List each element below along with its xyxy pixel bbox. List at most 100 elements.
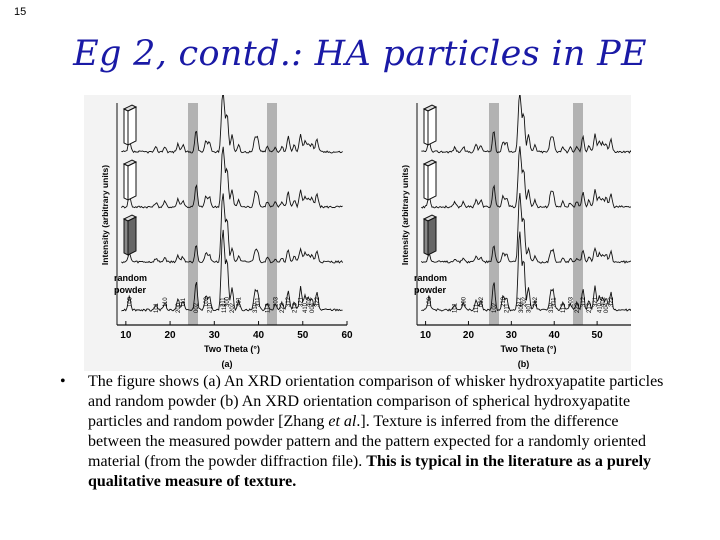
- xrd-trace: [121, 146, 343, 209]
- caption: • The figure shows (a) An XRD orientatio…: [60, 372, 670, 492]
- y-axis-label: Intensity (arbitrary units): [400, 165, 410, 265]
- peak-index-label: 311: [256, 297, 262, 307]
- prism-icon: [423, 218, 429, 256]
- powder-label: powder: [114, 285, 146, 295]
- highlight-band: [489, 103, 499, 325]
- prism-icon: [423, 108, 429, 146]
- x-axis-label: Two Theta (°): [204, 344, 260, 354]
- peak-index-label: 004: [310, 302, 316, 313]
- peak-index-label: 301: [237, 296, 243, 307]
- peak-index-label: 310: [253, 302, 259, 313]
- prism-icon: [127, 161, 137, 201]
- panel-label: (b): [518, 359, 530, 369]
- peak-index-label: 113: [265, 303, 271, 313]
- peak-index-label: 410: [303, 302, 309, 313]
- peak-index-label: 212: [533, 296, 539, 307]
- highlight-band: [188, 103, 198, 325]
- caption-part2: .]. Texture is inferred from the differe…: [88, 413, 646, 470]
- peak-index-label: 321: [593, 296, 599, 307]
- peak-index-label: 310: [549, 302, 555, 313]
- peak-index-label: 004: [604, 302, 610, 313]
- peak-index-label: 002: [479, 296, 485, 307]
- x-tick-label: 30: [506, 330, 518, 341]
- xrd-trace: [421, 95, 631, 154]
- x-tick-label: 20: [165, 330, 177, 341]
- peak-index-label: 311: [551, 297, 557, 307]
- prism-icon: [123, 163, 129, 201]
- peak-index-label: 102: [492, 302, 498, 313]
- peak-index-label: 200: [176, 302, 182, 313]
- peak-index-label: 211: [220, 297, 226, 307]
- x-tick-label: 10: [420, 330, 432, 341]
- x-tick-label: 50: [297, 330, 309, 341]
- prism-icon: [123, 218, 129, 256]
- peak-index-label: 101: [453, 302, 459, 313]
- x-tick-label: 40: [549, 330, 561, 341]
- peak-index-label: 301: [527, 302, 533, 313]
- slide-number: 15: [14, 6, 27, 18]
- peak-index-label: 002: [194, 302, 200, 313]
- x-tick-label: 50: [592, 330, 604, 341]
- peak-index-label: 312: [286, 296, 292, 307]
- peak-index-label: 100: [427, 296, 433, 307]
- peak-index-label: 101: [154, 302, 160, 313]
- prism-icon: [127, 216, 137, 256]
- peak-index-label: 202: [522, 296, 528, 307]
- peak-index-label: 402: [601, 296, 607, 307]
- xrd-trace: [421, 231, 631, 312]
- peak-index-label: 410: [597, 302, 603, 313]
- peak-index-label: 210: [501, 296, 507, 307]
- peak-index-label: 222: [575, 302, 581, 313]
- peak-index-label: 222: [280, 302, 286, 313]
- bullet: •: [60, 373, 66, 390]
- panel-label: (a): [222, 359, 233, 369]
- caption-etal: et al: [328, 413, 357, 430]
- slide-title: Eg 2, contd.: HA particles in PE: [73, 34, 647, 74]
- caption-text: The figure shows (a) An XRD orientation …: [88, 372, 670, 492]
- x-tick-label: 10: [120, 330, 132, 341]
- peak-index-label: 211: [505, 303, 511, 313]
- peak-index-label: 111: [181, 297, 187, 307]
- peak-index-label: 202: [230, 302, 236, 313]
- prism-icon: [427, 216, 437, 256]
- prism-icon: [423, 163, 429, 201]
- peak-index-label: 213: [587, 302, 593, 313]
- caption-bold: This is typical in the literature as a p…: [88, 453, 652, 490]
- peak-index-label: 100: [127, 296, 133, 307]
- prism-icon: [123, 108, 129, 146]
- random-label: random: [114, 273, 147, 283]
- x-axis-label: Two Theta (°): [501, 344, 557, 354]
- peak-index-label: 300: [519, 302, 525, 313]
- prism-icon: [127, 106, 137, 146]
- peak-index-label: 102: [204, 296, 210, 307]
- peak-index-label: 110: [163, 297, 169, 307]
- peak-index-label: 210: [207, 302, 213, 313]
- xrd-trace: [121, 95, 343, 154]
- peak-index-label: 203: [273, 296, 279, 307]
- peak-index-label: 402: [307, 296, 313, 307]
- y-axis-label: Intensity (arbitrary units): [100, 165, 110, 265]
- x-tick-label: 40: [253, 330, 265, 341]
- peak-index-label: 112: [222, 303, 228, 313]
- xrd-trace: [121, 193, 343, 264]
- peak-index-label: 321: [299, 296, 305, 307]
- prism-icon: [427, 106, 437, 146]
- highlight-band: [267, 103, 277, 325]
- powder-label: powder: [414, 285, 446, 295]
- peak-index-label: 113: [561, 303, 567, 313]
- highlight-band: [573, 103, 583, 325]
- random-label: random: [414, 273, 447, 283]
- peak-index-label: 300: [225, 296, 231, 307]
- peak-index-label: 322: [315, 296, 321, 307]
- x-tick-label: 60: [341, 330, 353, 341]
- xrd-trace: [420, 192, 631, 264]
- peak-index-label: 312: [581, 296, 587, 307]
- peak-index-label: 322: [609, 296, 615, 307]
- caption-part1: The figure shows (a) An XRD orientation …: [88, 373, 664, 430]
- prism-icon: [427, 161, 437, 201]
- xrd-trace: [421, 146, 631, 209]
- x-tick-label: 20: [463, 330, 475, 341]
- peak-index-label: 111: [474, 303, 480, 313]
- xrd-figure: random powder 10 20 30 40 50 60 Two Theta (°) (a)…: [84, 95, 631, 371]
- peak-index-label: 213: [292, 302, 298, 313]
